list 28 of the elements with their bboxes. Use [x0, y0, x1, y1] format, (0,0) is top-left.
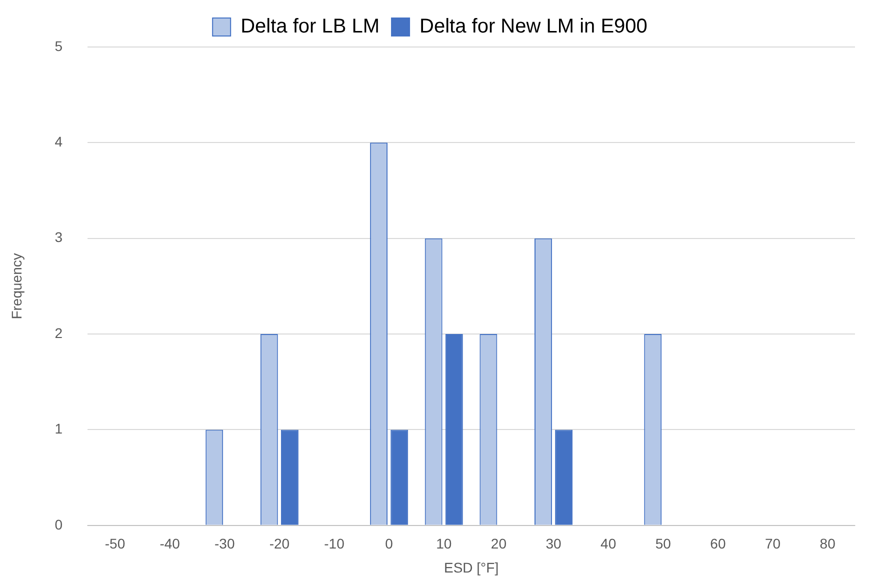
legend-label: Delta for New LM in E900: [420, 16, 648, 38]
x-axis-title: ESD [°F]: [444, 559, 499, 576]
x-tick-label: 10: [436, 536, 452, 552]
y-tick-label: 1: [54, 420, 63, 437]
y-tick-label: 0: [54, 516, 63, 532]
x-tick-label: -30: [214, 536, 235, 552]
x-tick-label: 60: [710, 536, 726, 552]
x-tick-label: 20: [490, 536, 507, 552]
legend-label: Delta for LB LM: [240, 16, 380, 38]
x-tick-label: 0: [385, 536, 394, 552]
bar: [555, 430, 573, 525]
x-tick-label: 40: [600, 536, 616, 552]
x-tick-label: 70: [764, 536, 781, 552]
x-tick-label: 30: [546, 536, 562, 552]
y-tick-label: 2: [54, 324, 63, 341]
bar: [280, 430, 298, 525]
x-tick-label: 50: [655, 536, 672, 552]
bar: [390, 430, 408, 525]
x-tick-label: -50: [104, 536, 126, 552]
y-tick-label: 5: [54, 38, 63, 54]
x-tick-label: -20: [269, 536, 290, 552]
bar: [445, 334, 463, 525]
x-tick-label: -10: [324, 536, 345, 552]
y-tick-label: 3: [54, 229, 63, 246]
x-tick-label: -40: [160, 536, 180, 552]
y-tick-label: 4: [54, 134, 63, 150]
x-tick-label: 80: [820, 536, 836, 552]
y-axis-title: Frequency: [8, 253, 24, 320]
